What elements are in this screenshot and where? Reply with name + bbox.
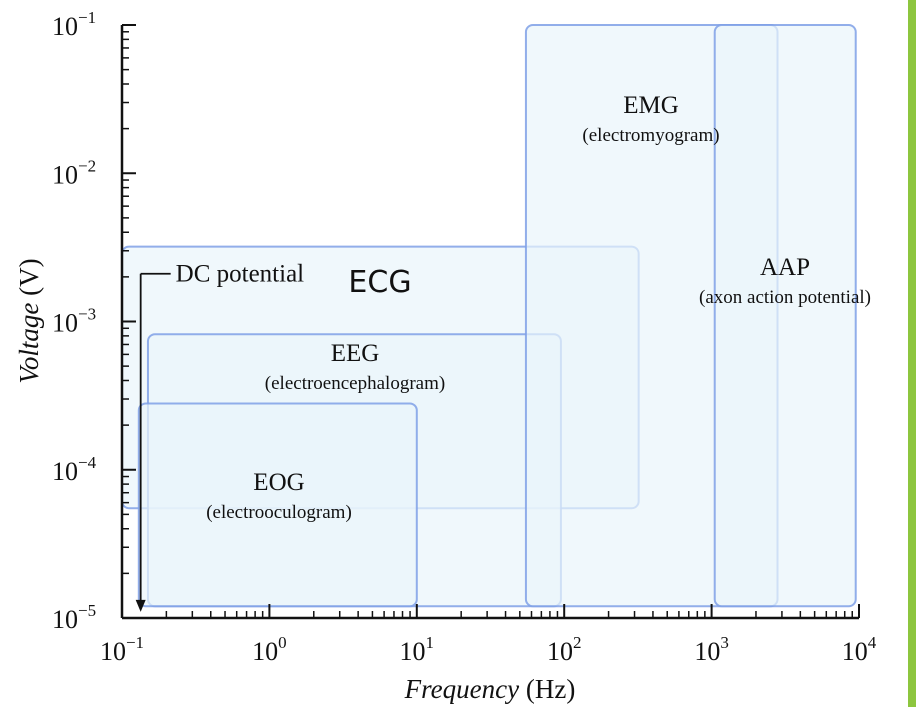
y-tick-label: 10−4 xyxy=(52,453,97,486)
region-subtitle-emg: (electromyogram) xyxy=(582,125,719,146)
region-label-emg: EMG xyxy=(623,92,679,119)
region-subtitle-eog: (electrooculogram) xyxy=(206,502,352,523)
y-tick-label: 10−1 xyxy=(52,8,96,41)
x-tick-label: 101 xyxy=(400,633,435,666)
x-tick-label: 104 xyxy=(842,633,877,666)
x-tick-label: 103 xyxy=(694,633,729,666)
dc-potential-label: DC potential xyxy=(176,261,305,288)
region-aap xyxy=(713,24,857,608)
region-label-aap: AAP xyxy=(760,254,810,281)
x-tick-label: 102 xyxy=(547,633,582,666)
y-tick-label: 10−2 xyxy=(52,156,96,189)
x-tick-label: 10−1 xyxy=(100,633,144,666)
axes-layer: 10−1 100 101 102 103 104 10−5 10−4 10−3 10−2 10−1 F… xyxy=(14,8,877,704)
region-labels-layer: ECG EEG (electroencephalogram) EOG (electroo… xyxy=(206,92,871,523)
dc-potential-arrowhead xyxy=(135,599,146,612)
region-subtitle-aap: (axon action potential) xyxy=(699,287,871,308)
side-accent-stripe xyxy=(908,0,916,707)
region-label-eeg: EEG xyxy=(331,340,380,367)
annotation-layer: DC potential xyxy=(135,261,305,612)
region-subtitle-eeg: (electroencephalogram) xyxy=(265,373,445,394)
region-eog xyxy=(137,402,418,608)
region-label-eog: EOG xyxy=(253,469,304,496)
y-axis-title: Voltage (V) xyxy=(14,258,44,383)
y-tick-label: 10−5 xyxy=(52,601,96,634)
region-label-ecg: ECG xyxy=(348,265,411,300)
x-tick-label: 100 xyxy=(252,633,287,666)
y-tick-label: 10−3 xyxy=(52,305,96,338)
x-axis-title: Frequency (Hz) xyxy=(404,674,576,704)
regions-layer xyxy=(121,24,857,608)
